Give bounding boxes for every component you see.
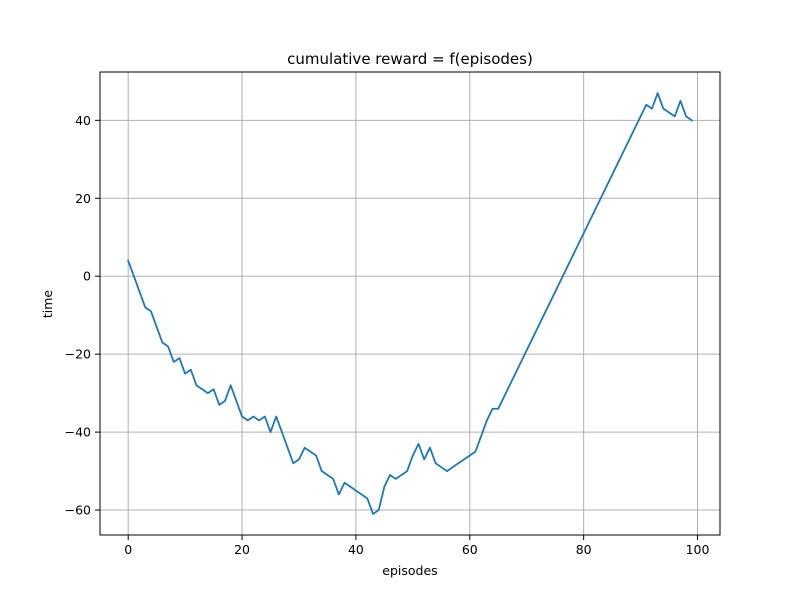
y-axis-title: time	[40, 290, 55, 319]
x-gridlines	[127, 72, 699, 535]
chart-title: cumulative reward = f(episodes)	[287, 50, 533, 68]
plot-area-background	[100, 72, 720, 535]
y-gridlines	[100, 119, 720, 511]
x-tick-label: 80	[576, 542, 592, 557]
y-axis-ticks: −60 −40 −20 0 20 40	[65, 113, 100, 518]
y-tick-label: 0	[83, 269, 91, 284]
plot-frame	[99, 71, 721, 536]
x-axis-ticks: 0 20 40 60 80 100	[124, 535, 709, 557]
y-tick-label: −60	[65, 503, 91, 518]
x-tick-label: 20	[234, 542, 250, 557]
y-tick-label: −20	[65, 347, 91, 362]
x-axis-title: episodes	[382, 563, 437, 578]
y-tick-label: 20	[75, 191, 91, 206]
x-tick-label: 60	[462, 542, 478, 557]
x-tick-label: 0	[124, 542, 132, 557]
y-tick-label: −40	[65, 425, 91, 440]
x-tick-label: 40	[348, 542, 364, 557]
y-tick-label: 40	[75, 113, 91, 128]
series-line	[127, 92, 694, 515]
x-tick-label: 100	[686, 542, 710, 557]
